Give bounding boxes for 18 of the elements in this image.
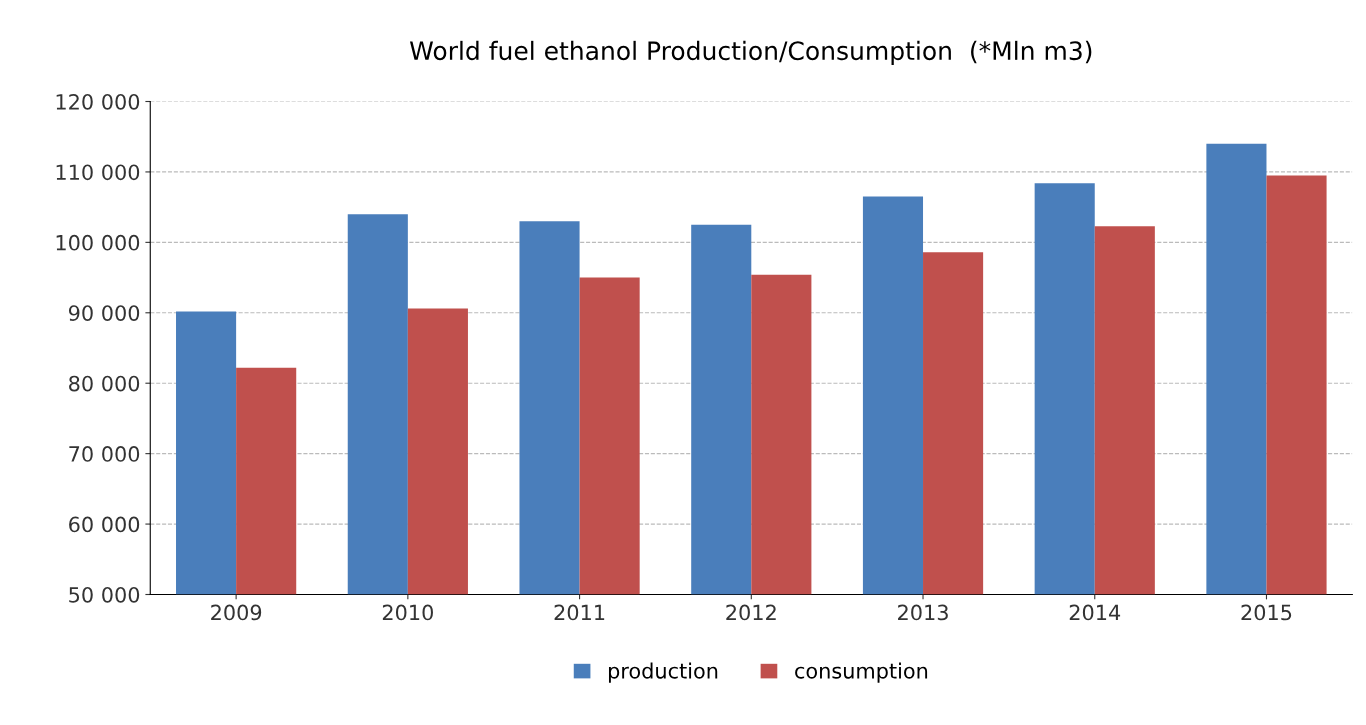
y-tick-label: 80 000 — [69, 375, 140, 392]
y-tick-label: 50 000 — [69, 586, 140, 603]
y-tick-label: 120 000 — [56, 93, 140, 110]
x-tick-label: 2015 — [1241, 604, 1292, 621]
x-tick-label: 2014 — [1069, 604, 1121, 621]
y-tick-label: 90 000 — [68, 305, 140, 321]
x-tick-label: 2013 — [898, 604, 948, 621]
chart-title: World fuel ethanol Production/Consumption (*Mln m3) — [409, 40, 1092, 66]
x-tick-label: 2012 — [726, 604, 776, 621]
y-tick-label: 100 000 — [56, 234, 140, 251]
legend-label: production — [608, 662, 718, 683]
y-tick-label: 110 000 — [56, 164, 140, 181]
x-tick-label: 2010 — [382, 604, 433, 621]
x-tick-label: 2011 — [554, 604, 605, 621]
x-tick-label: 2009 — [211, 604, 262, 621]
legend-label: consumption — [795, 662, 928, 683]
y-tick-label: 70 000 — [69, 446, 140, 462]
y-tick-label: 60 000 — [69, 516, 140, 533]
